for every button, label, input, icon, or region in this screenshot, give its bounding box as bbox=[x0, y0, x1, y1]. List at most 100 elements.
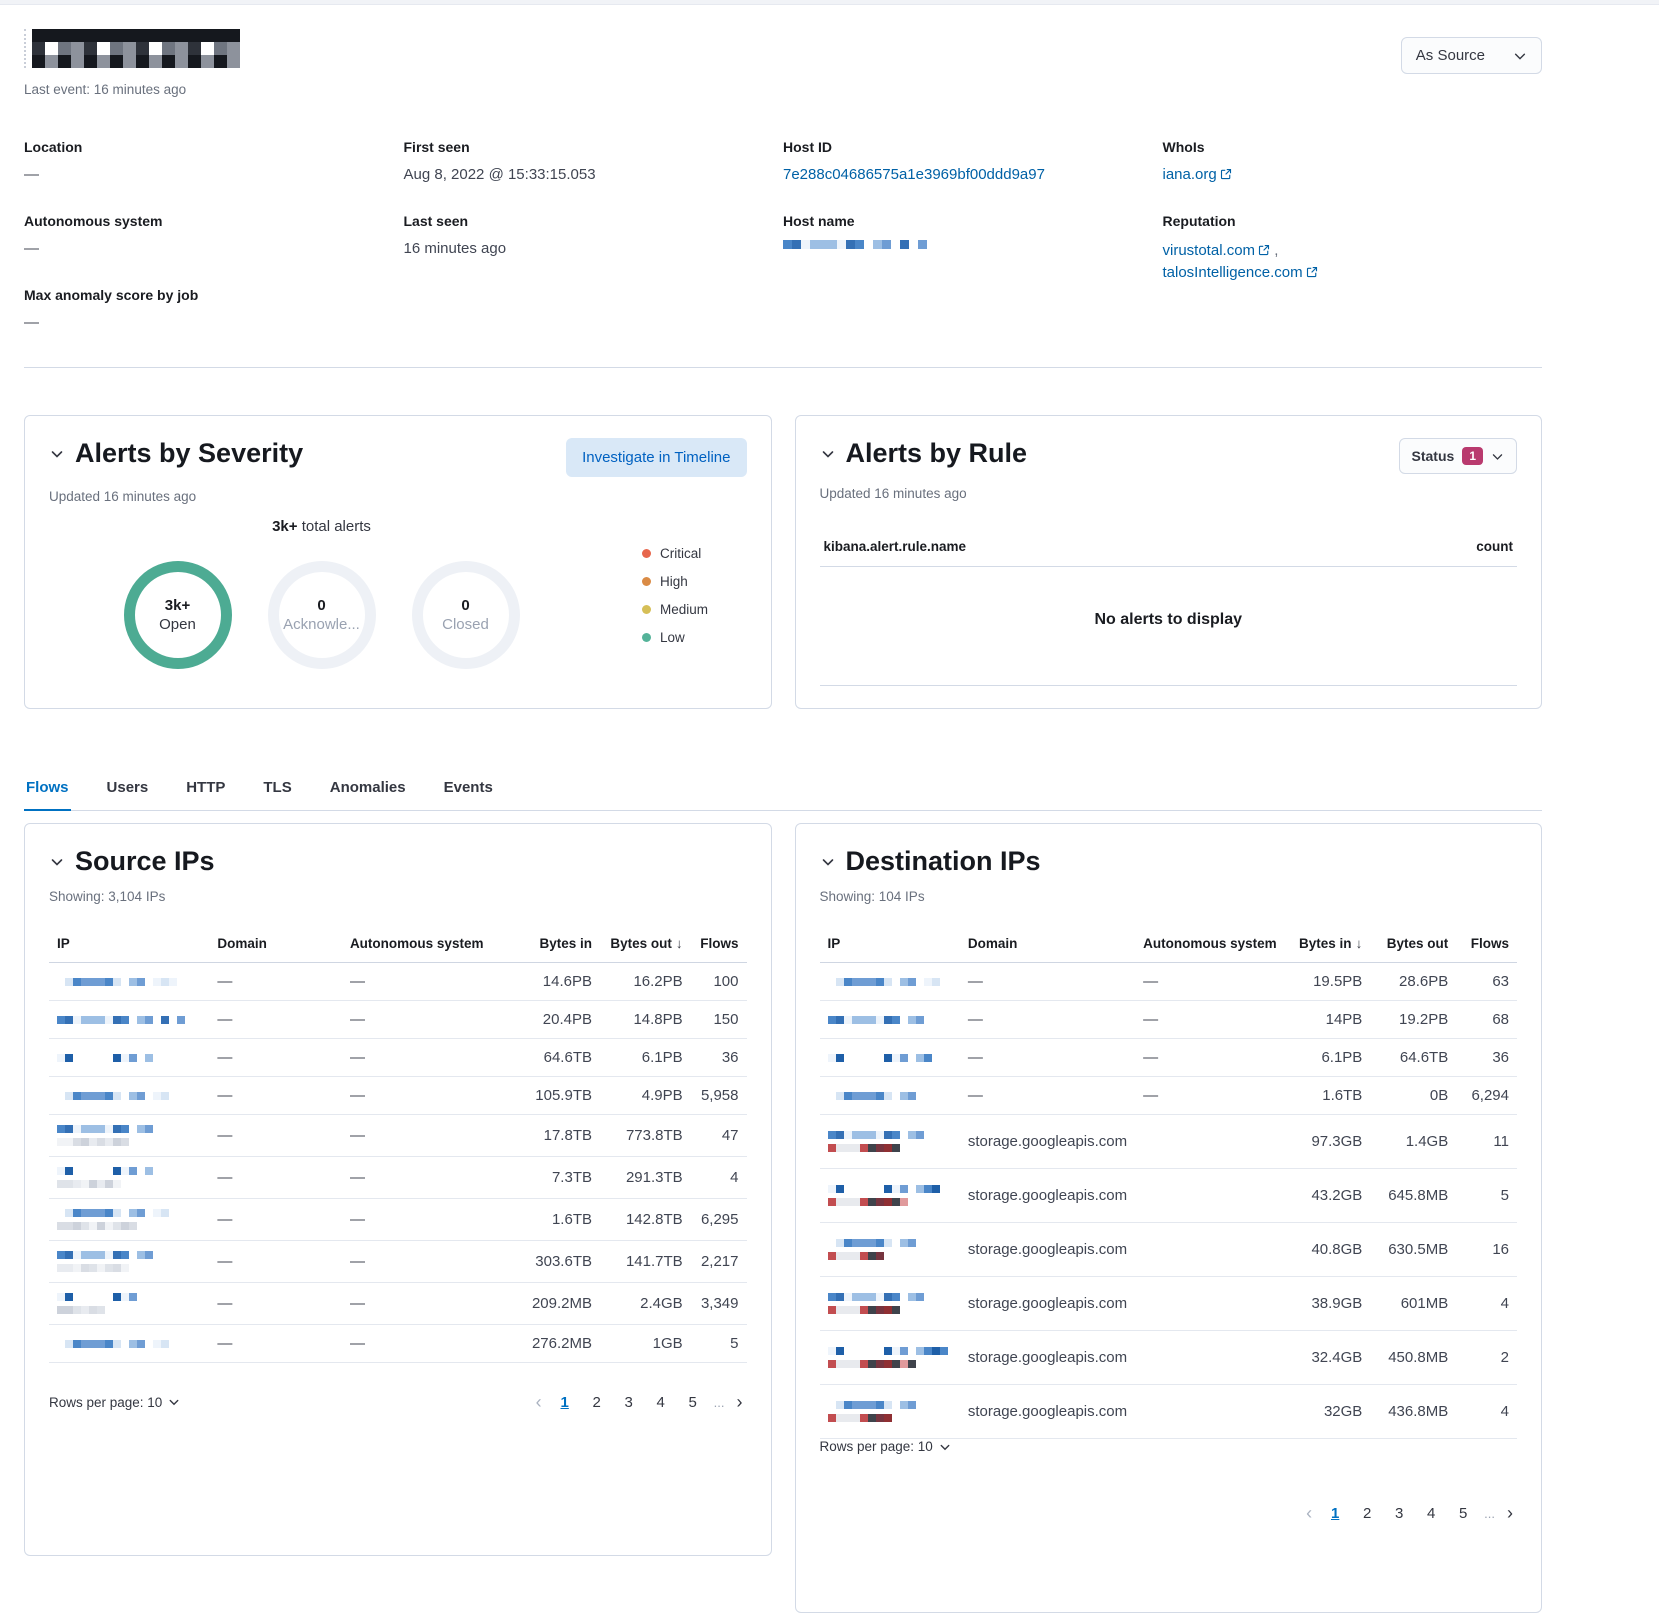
page-2[interactable]: 2 bbox=[1362, 1504, 1372, 1522]
status-filter-button[interactable]: Status 1 bbox=[1398, 438, 1517, 474]
table-row: storage.googleapis.com 32.4GB 450.8MB 2 bbox=[819, 1330, 1517, 1385]
table-row: — —17.8TB 773.8TB 47 bbox=[49, 1114, 747, 1157]
previous-page-arrow[interactable]: ‹ bbox=[1306, 1502, 1313, 1523]
next-page-arrow[interactable]: › bbox=[1507, 1502, 1513, 1523]
detail-tabs: Flows Users HTTP TLS Anomalies Events bbox=[24, 775, 1542, 811]
column-header-as[interactable]: Autonomous system bbox=[1135, 926, 1287, 963]
redacted-ip-link[interactable] bbox=[819, 1038, 960, 1077]
collapse-chevron-icon[interactable] bbox=[49, 854, 65, 870]
legend-item-medium[interactable]: Medium bbox=[642, 602, 708, 617]
page-3[interactable]: 3 bbox=[1394, 1504, 1404, 1522]
overview-fields: Location — Autonomous system — Max anoma… bbox=[24, 139, 1542, 361]
redacted-host-name[interactable] bbox=[783, 240, 1163, 249]
rows-per-page-selector[interactable]: Rows per page: 10 bbox=[820, 1439, 1518, 1454]
column-header-bytes_out[interactable]: Bytes out ↓ bbox=[600, 926, 691, 963]
redacted-ip-link[interactable] bbox=[49, 1324, 210, 1363]
redacted-ip-link[interactable] bbox=[819, 1114, 960, 1169]
redacted-ip-link[interactable] bbox=[49, 1114, 210, 1157]
table-row: — —14.6PB 16.2PB 100 bbox=[49, 962, 747, 1001]
whois-label: WhoIs bbox=[1162, 139, 1205, 155]
tab-users[interactable]: Users bbox=[106, 779, 149, 796]
collapse-chevron-icon[interactable] bbox=[820, 854, 836, 870]
severity-legend: Critical High Medium Low bbox=[642, 518, 708, 669]
page-3[interactable]: 3 bbox=[624, 1393, 633, 1411]
page-4[interactable]: 4 bbox=[656, 1393, 665, 1411]
donut-closed[interactable]: 0 Closed bbox=[411, 561, 520, 669]
collapse-chevron-icon[interactable] bbox=[820, 446, 836, 462]
redacted-ip-link[interactable] bbox=[819, 962, 960, 1001]
chevron-down-icon bbox=[1514, 53, 1526, 60]
collapse-chevron-icon[interactable] bbox=[49, 446, 65, 462]
column-header-as[interactable]: Autonomous system bbox=[341, 926, 517, 963]
investigate-in-timeline-button[interactable]: Investigate in Timeline bbox=[566, 438, 747, 477]
column-header-bytes_out[interactable]: Bytes out bbox=[1370, 926, 1457, 963]
page-5[interactable]: 5 bbox=[688, 1393, 697, 1411]
redacted-ip-link[interactable] bbox=[819, 1168, 960, 1223]
column-header-ip[interactable]: IP bbox=[49, 926, 210, 963]
page-5[interactable]: 5 bbox=[1458, 1504, 1468, 1522]
cell-flows: 16 bbox=[1456, 1222, 1517, 1277]
rule-count-column-header[interactable]: count bbox=[1476, 539, 1513, 554]
redacted-ip-link[interactable] bbox=[819, 1276, 960, 1331]
legend-item-low[interactable]: Low bbox=[642, 630, 708, 645]
previous-page-arrow[interactable]: ‹ bbox=[535, 1391, 542, 1412]
autonomous-system-label: Autonomous system bbox=[24, 213, 163, 229]
redacted-ip-link[interactable] bbox=[49, 1076, 210, 1115]
redacted-ip-link[interactable] bbox=[819, 1076, 960, 1115]
cell-domain: — bbox=[959, 1076, 1136, 1115]
column-header-bytes_in[interactable]: Bytes in bbox=[516, 926, 600, 963]
column-header-bytes_in[interactable]: Bytes in ↓ bbox=[1286, 926, 1371, 963]
redacted-ip-link[interactable] bbox=[49, 1038, 210, 1077]
legend-item-high[interactable]: High bbox=[642, 574, 708, 589]
legend-label: Medium bbox=[660, 602, 709, 617]
cell-flows: 63 bbox=[1456, 962, 1517, 1001]
cell-domain: — bbox=[209, 1282, 342, 1325]
legend-item-critical[interactable]: Critical bbox=[642, 546, 708, 561]
redacted-ip-link[interactable] bbox=[49, 1240, 210, 1283]
cell-flows: 11 bbox=[1456, 1114, 1517, 1169]
host-id-link[interactable]: 7e288c04686575a1e3969bf00ddd9a97 bbox=[783, 166, 1045, 183]
tab-http[interactable]: HTTP bbox=[186, 779, 226, 796]
redacted-ip-link[interactable] bbox=[819, 1330, 960, 1385]
column-header-ip[interactable]: IP bbox=[819, 926, 960, 963]
table-row: storage.googleapis.com 97.3GB 1.4GB 11 bbox=[819, 1114, 1517, 1169]
rule-name-column-header[interactable]: kibana.alert.rule.name bbox=[823, 539, 967, 554]
column-header-flows[interactable]: Flows bbox=[690, 926, 747, 963]
redacted-ip-link[interactable] bbox=[819, 1222, 960, 1277]
cell-bytes_in: 43.2GB bbox=[1286, 1168, 1371, 1223]
tab-anomalies[interactable]: Anomalies bbox=[329, 779, 406, 796]
tab-flows[interactable]: Flows bbox=[24, 775, 71, 811]
redacted-ip-link[interactable] bbox=[49, 1198, 210, 1241]
rows-per-page-selector[interactable]: Rows per page: 10 bbox=[49, 1395, 180, 1410]
cell-bytes_out: 630.5MB bbox=[1370, 1222, 1457, 1277]
redacted-ip-link[interactable] bbox=[49, 1156, 210, 1199]
page-2[interactable]: 2 bbox=[592, 1393, 601, 1411]
tab-events[interactable]: Events bbox=[443, 779, 493, 796]
legend-dot bbox=[642, 549, 651, 558]
redacted-ip-link[interactable] bbox=[49, 962, 210, 1001]
redacted-ip-link[interactable] bbox=[819, 1384, 960, 1439]
column-header-domain[interactable]: Domain bbox=[959, 926, 1136, 963]
column-header-flows[interactable]: Flows bbox=[1456, 926, 1517, 963]
sort-descending-icon: ↓ bbox=[675, 936, 683, 951]
table-row: storage.googleapis.com 43.2GB 645.8MB 5 bbox=[819, 1168, 1517, 1223]
table-row: — —64.6TB 6.1PB 36 bbox=[49, 1038, 747, 1077]
donut-open[interactable]: 3k+ Open bbox=[123, 561, 232, 669]
reputation-link-talos[interactable]: talosIntelligence.com bbox=[1163, 264, 1318, 281]
redacted-ip-link[interactable] bbox=[819, 1000, 960, 1039]
donut-acknowledged[interactable]: 0 Acknowle... bbox=[267, 561, 376, 669]
page-title-redacted-ip bbox=[24, 29, 240, 68]
reputation-link-virustotal[interactable]: virustotal.com bbox=[1163, 242, 1271, 259]
column-header-domain[interactable]: Domain bbox=[209, 926, 342, 963]
destination-ips-title: Destination IPs bbox=[845, 846, 1041, 876]
tab-tls[interactable]: TLS bbox=[263, 779, 292, 796]
whois-link[interactable]: iana.org bbox=[1163, 166, 1232, 183]
as-source-select[interactable]: As Source bbox=[1400, 37, 1542, 74]
page-1[interactable]: 1 bbox=[1330, 1504, 1340, 1522]
page-4[interactable]: 4 bbox=[1426, 1504, 1436, 1522]
page-1[interactable]: 1 bbox=[560, 1393, 569, 1411]
next-page-arrow[interactable]: › bbox=[736, 1391, 743, 1412]
redacted-ip-link[interactable] bbox=[49, 1000, 210, 1039]
redacted-ip-link[interactable] bbox=[49, 1282, 210, 1325]
legend-dot bbox=[642, 633, 651, 642]
